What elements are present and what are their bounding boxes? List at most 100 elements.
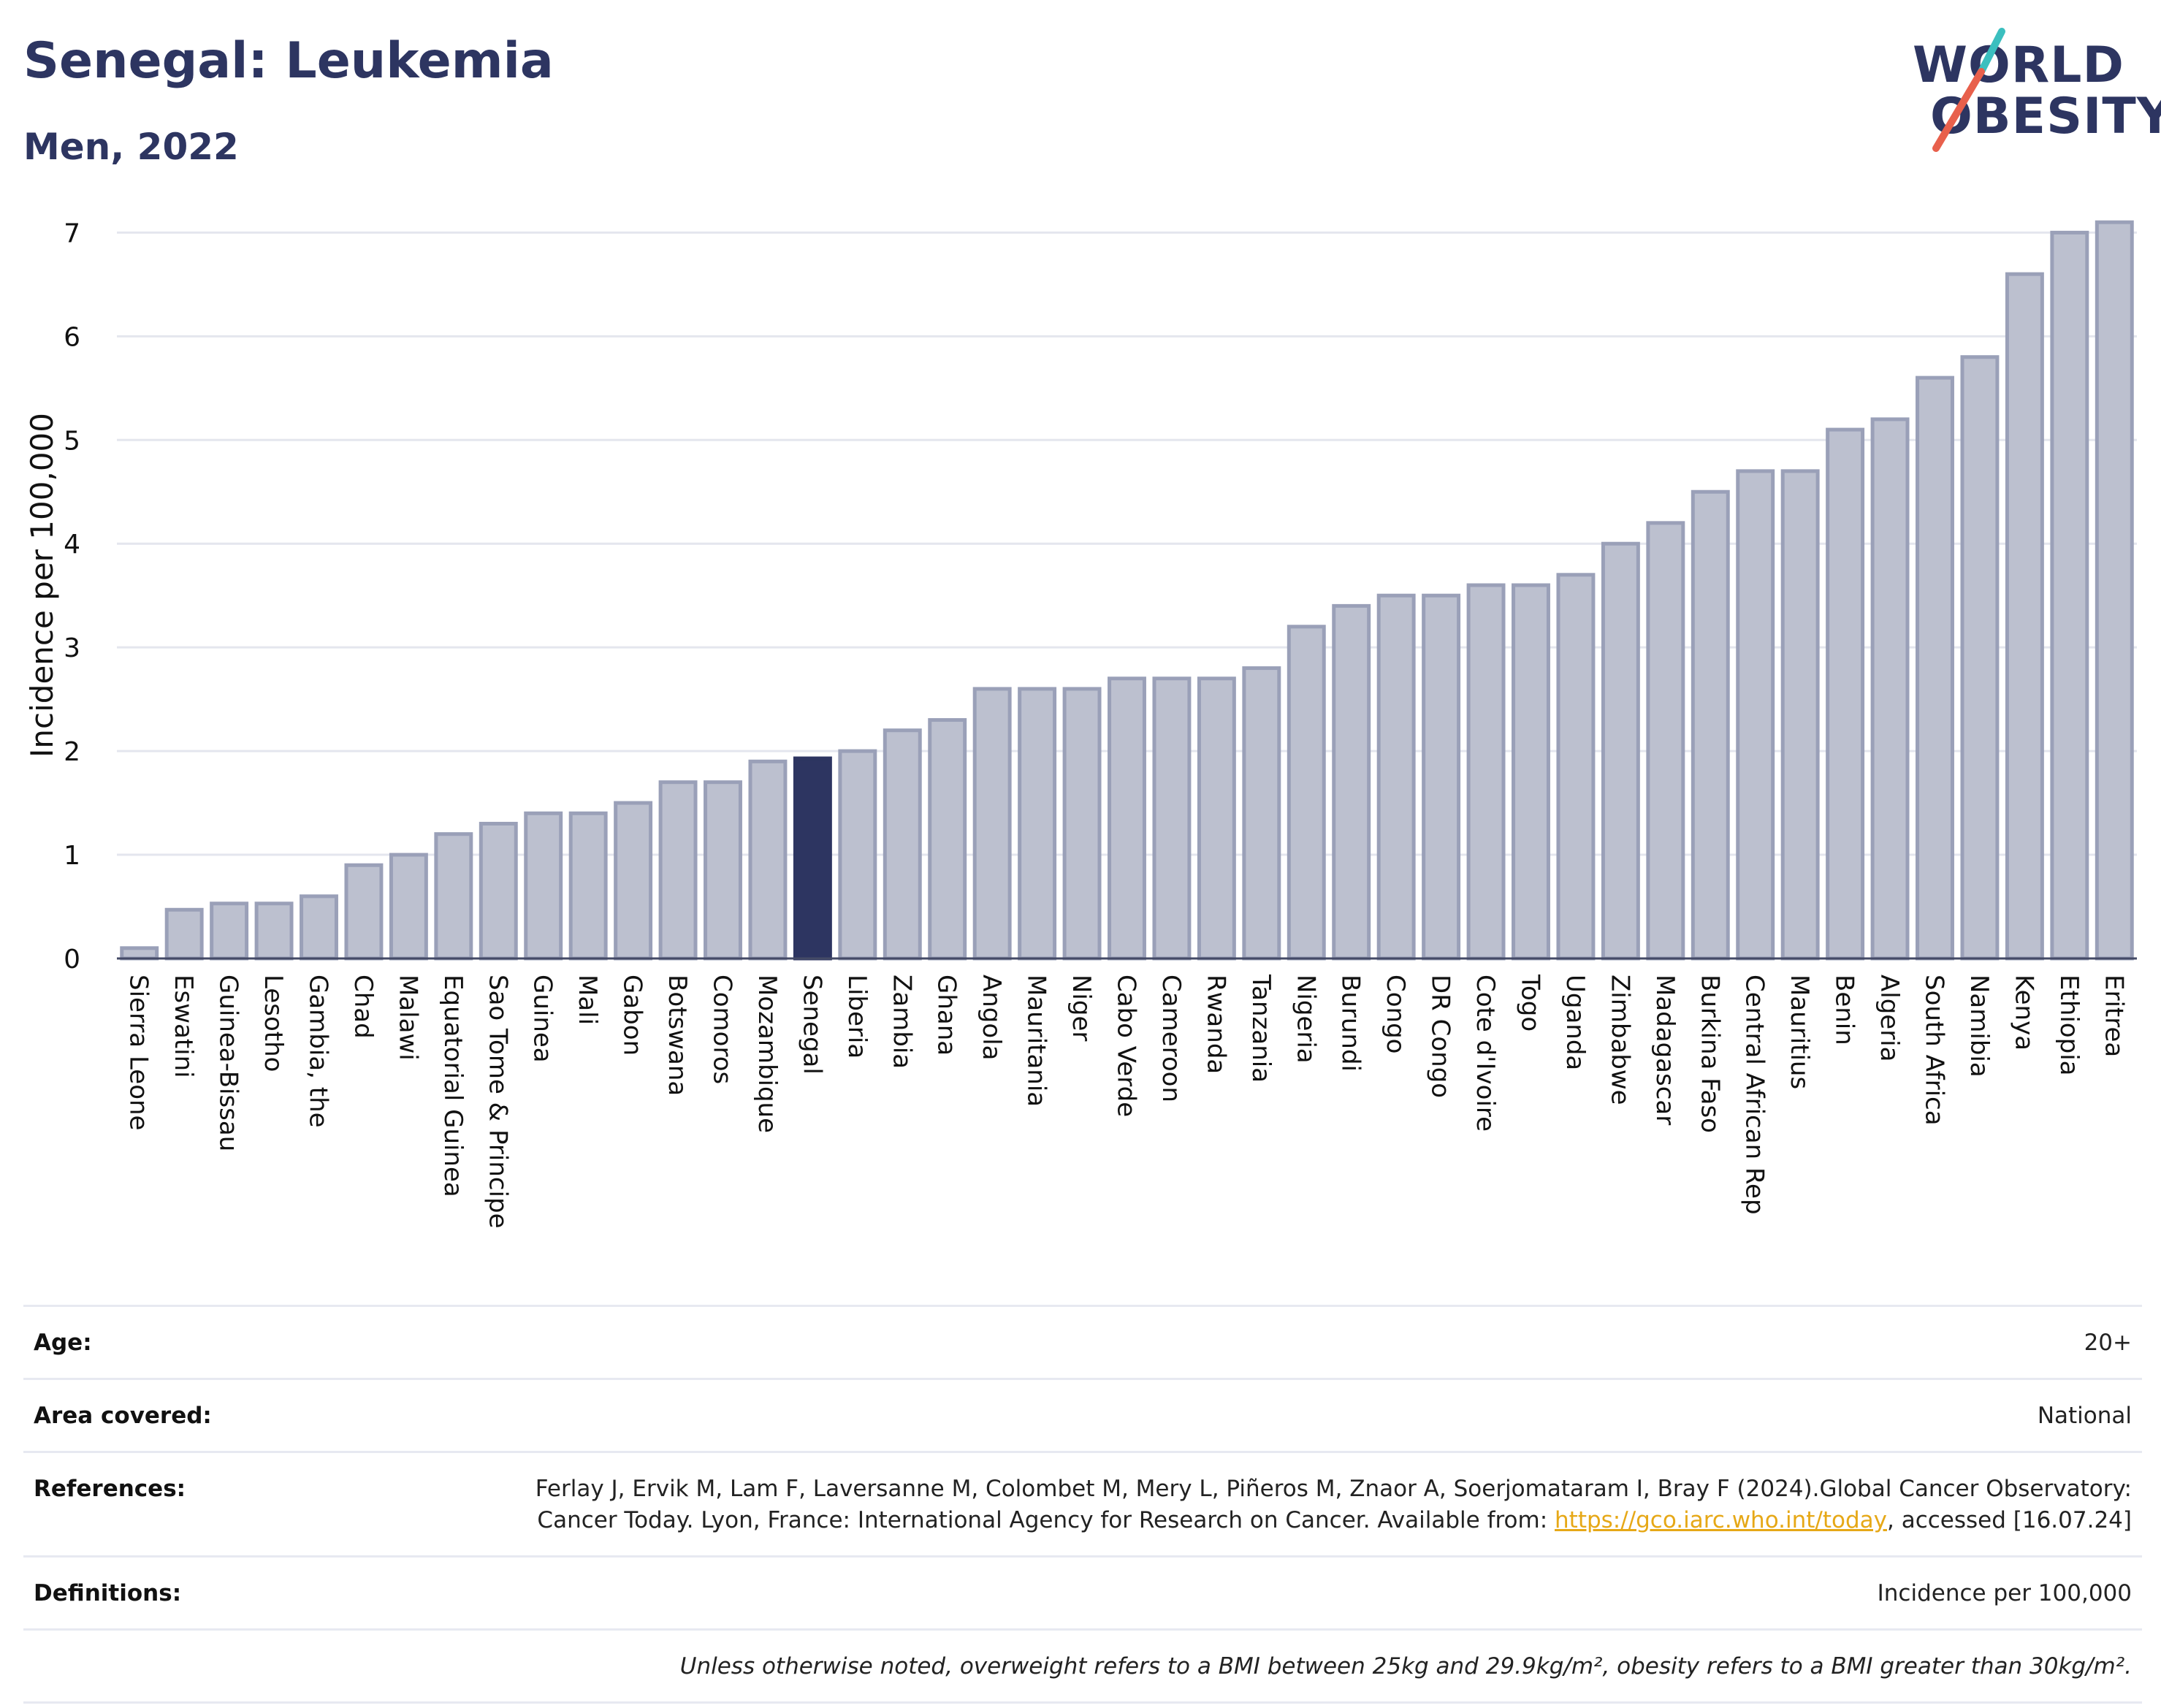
x-tick-label: Niger	[1067, 975, 1096, 1041]
x-tick-label: South Africa	[1920, 975, 1949, 1126]
x-tick-label: Ghana	[932, 975, 961, 1056]
bar	[1422, 593, 1461, 961]
x-tick-label: Cameroon	[1156, 975, 1186, 1102]
x-tick-label: Burkina Faso	[1695, 975, 1724, 1133]
x-tick-label: Zimbabwe	[1605, 975, 1634, 1105]
x-tick-label: Gabon	[618, 975, 647, 1056]
x-tick-label: Gambia, the	[304, 975, 333, 1128]
x-tick-label: Mozambique	[752, 975, 782, 1133]
bar	[1960, 355, 2000, 961]
bar	[1646, 521, 1685, 961]
x-tick-label: Guinea-Bissau	[214, 975, 243, 1151]
bar	[1466, 583, 1506, 961]
x-tick-label: Rwanda	[1201, 975, 1230, 1074]
bar	[389, 853, 428, 961]
logo-line1: WORLD	[1913, 37, 2124, 94]
bar	[1691, 489, 1730, 961]
area-value: National	[2037, 1403, 2132, 1429]
bar	[434, 832, 473, 961]
page-title: Senegal: Leukemia	[23, 32, 554, 90]
bar	[1736, 469, 1775, 961]
info-row-age: Age: 20+	[23, 1305, 2142, 1378]
bar	[1916, 375, 1954, 961]
x-tick-label: Kenya	[2009, 975, 2038, 1051]
x-tick-label: Mauritius	[1785, 975, 1814, 1089]
x-tick-label: Burundi	[1336, 975, 1365, 1072]
x-tick-label: Botswana	[663, 975, 692, 1096]
bar	[1242, 666, 1281, 961]
references-text: Ferlay J, Ervik M, Lam F, Laversanne M, …	[535, 1476, 2132, 1533]
bar	[120, 946, 159, 961]
x-tick-label: Ethiopia	[2054, 975, 2084, 1075]
bar	[1512, 583, 1550, 961]
bar	[1826, 427, 1865, 961]
x-tick-label: Guinea	[528, 975, 557, 1063]
x-tick-label: Tanzania	[1246, 974, 1276, 1083]
bar	[344, 863, 384, 961]
y-tick-label: 0	[64, 945, 80, 975]
bar	[2095, 220, 2134, 961]
info-row-references: References: Ferlay J, Ervik M, Lam F, La…	[23, 1451, 2142, 1555]
x-tick-label: Nigeria	[1291, 975, 1320, 1064]
bar	[928, 718, 967, 961]
x-tick-label: Congo	[1381, 975, 1410, 1053]
bar	[254, 901, 294, 961]
bar	[1197, 676, 1236, 961]
references-tail: , accessed [16.07.24]	[1886, 1507, 2132, 1533]
x-tick-label: Uganda	[1560, 975, 1590, 1070]
x-tick-label: Cabo Verde	[1112, 975, 1141, 1117]
area-label: Area covered:	[34, 1403, 212, 1429]
x-tick-label: Senegal	[797, 975, 826, 1075]
x-tick-label: Lesotho	[259, 975, 288, 1072]
references-label: References:	[34, 1476, 186, 1502]
bar	[524, 811, 563, 961]
x-tick-label: Sierra Leone	[124, 975, 153, 1130]
y-tick-label: 5	[64, 426, 80, 456]
bar	[1062, 687, 1102, 961]
bar	[1108, 676, 1146, 961]
definitions-value: Incidence per 100,000	[1877, 1580, 2132, 1606]
bar	[972, 687, 1012, 961]
x-tick-label: DR Congo	[1426, 975, 1455, 1098]
bar	[614, 801, 653, 961]
x-tick-label: Malawi	[393, 975, 422, 1061]
world-obesity-logo: WORLD OBESITY	[1899, 20, 2161, 159]
info-row-area: Area covered: National	[23, 1378, 2142, 1451]
bar	[1556, 573, 1596, 961]
y-tick-label: 6	[64, 322, 80, 352]
bar	[748, 759, 788, 961]
x-tick-label: Chad	[348, 975, 378, 1039]
x-tick-label: Comoros	[708, 975, 737, 1084]
x-tick-label: Eswatini	[169, 975, 198, 1078]
x-tick-label: Eritrea	[2099, 975, 2128, 1057]
bar	[793, 756, 832, 961]
bar	[210, 901, 249, 961]
bar	[2050, 230, 2089, 961]
references-link[interactable]: https://gco.iarc.who.int/today	[1555, 1507, 1887, 1533]
x-tick-label: Benin	[1830, 975, 1859, 1045]
bar	[883, 728, 922, 961]
x-tick-label: Namibia	[1964, 975, 1994, 1078]
x-tick-label: Liberia	[842, 975, 872, 1059]
x-tick-label: Mali	[573, 975, 602, 1025]
bar-chart: 0 1 2 3 4 5 6 7 Incidence per 100,000 Sierra Leon…	[24, 218, 2137, 1229]
y-tick-label: 2	[64, 737, 80, 767]
x-tick-label: Togo	[1516, 974, 1545, 1032]
bmi-note: Unless otherwise noted, overweight refer…	[679, 1653, 2132, 1680]
x-tick-label: Cote d'Ivoire	[1471, 975, 1500, 1132]
y-tick-label: 7	[64, 218, 80, 248]
bar	[1152, 676, 1192, 961]
x-tick-label: Zambia	[887, 975, 916, 1069]
bar	[1332, 603, 1371, 961]
x-tick-label: Equatorial Guinea	[438, 975, 468, 1197]
x-tick-label: Madagascar	[1650, 975, 1680, 1125]
bar	[1601, 541, 1640, 961]
info-table: Age: 20+ Area covered: National Referenc…	[23, 1305, 2142, 1704]
logo-slash-icon	[1932, 28, 2005, 152]
references-value: Ferlay J, Ervik M, Lam F, Laversanne M, …	[525, 1473, 2132, 1536]
x-tick-label: Angola	[977, 975, 1006, 1060]
bar	[1376, 593, 1416, 961]
y-tick-label: 4	[64, 530, 80, 560]
bar	[704, 780, 742, 961]
bar	[479, 821, 518, 961]
